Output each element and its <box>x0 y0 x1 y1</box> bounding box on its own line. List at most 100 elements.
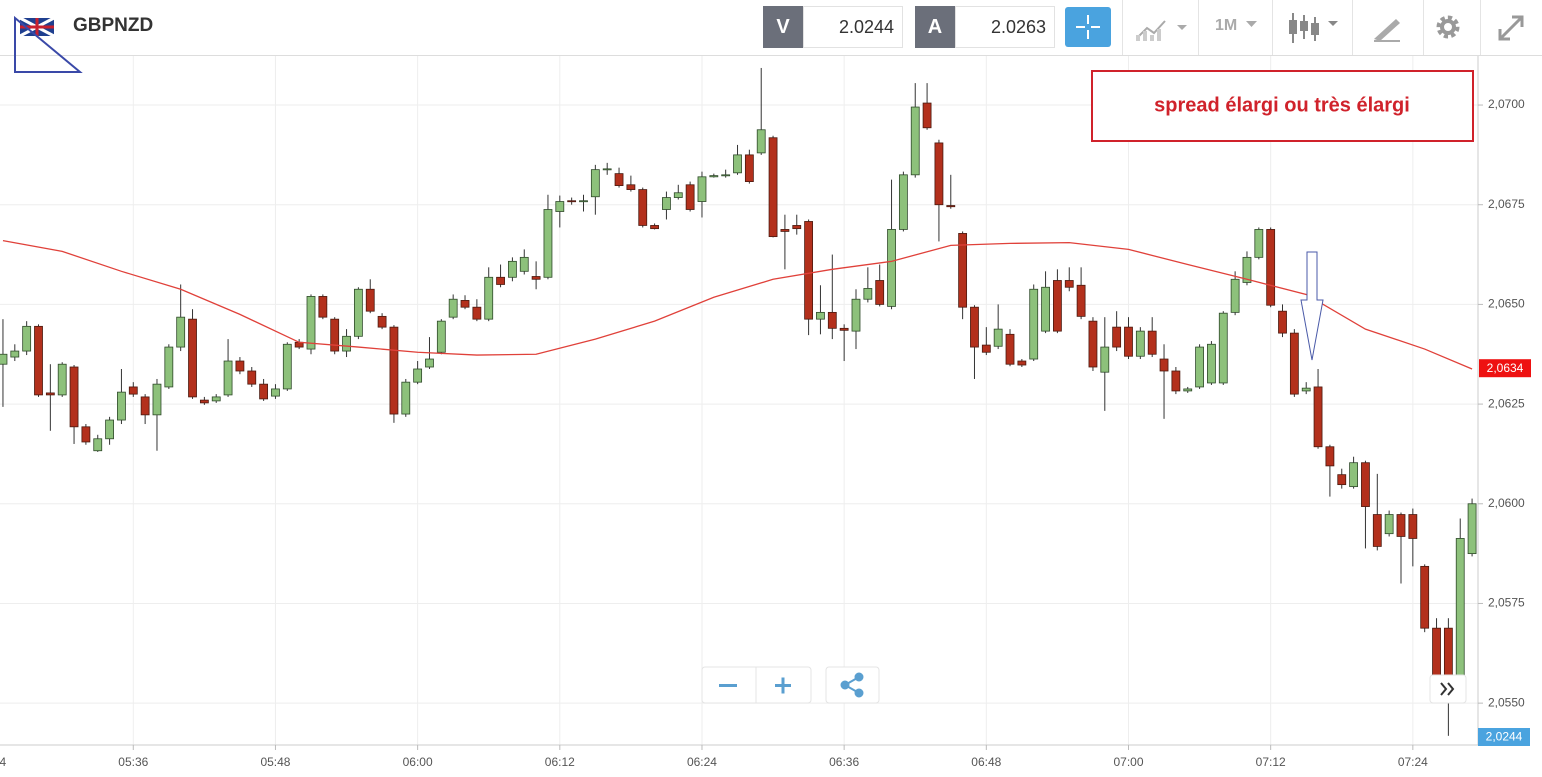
candle-body <box>211 396 221 402</box>
candle-body <box>353 288 363 337</box>
buy-label[interactable]: A <box>915 6 955 48</box>
candle-body <box>1242 256 1252 283</box>
zoom-controls <box>701 666 1467 704</box>
axes: 2,0550 2,0575 2,0600 2,0625 2,0650 2,0675 2,07… <box>0 97 1525 769</box>
candle-body <box>176 316 186 348</box>
buy-price[interactable]: 2.0263 <box>955 6 1055 48</box>
candle-body <box>365 288 375 312</box>
candle-body <box>22 325 32 352</box>
scroll-right[interactable] <box>1429 674 1467 704</box>
candle-body <box>128 386 138 395</box>
candle-body <box>1088 320 1098 368</box>
sell-price[interactable]: 2.0244 <box>803 6 903 48</box>
timeframe[interactable]: 1M <box>1215 17 1238 34</box>
x-tick-label: 07:24 <box>1398 755 1428 769</box>
candle-body <box>1420 565 1430 629</box>
candle-body <box>638 189 648 226</box>
candle-body <box>780 229 790 232</box>
candle-body <box>271 388 280 397</box>
y-tick-label: 2,0550 <box>1488 695 1525 709</box>
candle-body <box>1041 286 1050 332</box>
x-tick-label: 07:12 <box>1256 755 1286 769</box>
candle-body <box>377 315 387 328</box>
y-tick-label: 2,0675 <box>1488 197 1525 211</box>
candle-body <box>1029 288 1039 360</box>
candle-body <box>1135 330 1145 357</box>
crosshair-button[interactable] <box>1065 7 1111 47</box>
candle-body <box>1100 346 1110 373</box>
zoom-out[interactable] <box>719 684 737 687</box>
candle-body <box>401 381 411 415</box>
candle-body <box>1112 326 1122 348</box>
candle-body <box>756 129 766 154</box>
candle-body <box>448 298 458 318</box>
y-tick-label: 2,0650 <box>1488 297 1525 311</box>
candle-body <box>1455 538 1465 679</box>
candle-body <box>10 350 20 358</box>
candle-body <box>993 328 1003 347</box>
candle-body <box>863 288 873 300</box>
plot <box>0 67 1477 736</box>
fullscreen-button[interactable] <box>1496 13 1526 43</box>
candle-body <box>1147 330 1157 355</box>
x-tick-label: 06:48 <box>971 755 1001 769</box>
candle-body <box>1017 360 1027 366</box>
sell-label[interactable]: V <box>763 6 803 48</box>
candle-body <box>259 383 269 400</box>
annotation-box <box>1091 70 1474 142</box>
y-tick-label: 2,0575 <box>1488 596 1525 610</box>
candle-body <box>306 296 316 350</box>
share-button[interactable] <box>825 666 880 704</box>
draw-tool-button[interactable] <box>1372 13 1402 43</box>
candle-body <box>69 366 79 428</box>
candle-body <box>1005 333 1015 365</box>
candle-body <box>1207 343 1216 384</box>
candle-body <box>1325 446 1335 467</box>
candle-body <box>744 154 754 182</box>
candle-body <box>721 174 731 177</box>
candle-body <box>140 396 150 416</box>
settings-button[interactable] <box>1434 13 1464 43</box>
ma-tag-box <box>1479 359 1531 378</box>
chart-type-button[interactable] <box>1135 13 1195 43</box>
candle-body <box>81 426 91 443</box>
candle-body <box>792 225 802 230</box>
candle-body <box>436 320 446 353</box>
separator <box>1198 0 1199 55</box>
candle-body <box>188 318 197 398</box>
candle-body <box>105 419 114 440</box>
candle-body <box>1218 312 1228 384</box>
candle-type-button[interactable] <box>1287 11 1347 45</box>
candle-body <box>579 200 588 203</box>
candle-body <box>685 184 695 210</box>
candle-body <box>247 370 257 385</box>
candle-body <box>827 311 837 329</box>
candle-body <box>590 169 600 198</box>
scroll-icon <box>1440 682 1455 696</box>
separator <box>1423 0 1424 55</box>
candle-body <box>1195 346 1204 388</box>
candle-body <box>709 175 719 178</box>
zoom-in[interactable] <box>775 677 791 694</box>
arrow-shape <box>1300 251 1324 361</box>
x-tick-label: 06:24 <box>687 755 717 769</box>
candle-body <box>614 173 624 186</box>
candle-body <box>650 225 659 230</box>
y-tick-label: 2,0625 <box>1488 396 1525 410</box>
separator <box>1272 0 1273 55</box>
grid <box>0 56 1478 745</box>
candle-body <box>1467 503 1477 555</box>
candle-body <box>235 360 245 372</box>
x-tick-label: 07:00 <box>1113 755 1143 769</box>
candle-body <box>484 276 494 320</box>
candle-body <box>602 168 612 171</box>
candle-body <box>496 276 505 285</box>
candle-body <box>768 137 778 238</box>
candle-body <box>1361 462 1370 507</box>
separator <box>1352 0 1353 55</box>
candle-body <box>1053 280 1062 332</box>
candle-body <box>1432 627 1441 679</box>
candle-body <box>0 353 8 365</box>
